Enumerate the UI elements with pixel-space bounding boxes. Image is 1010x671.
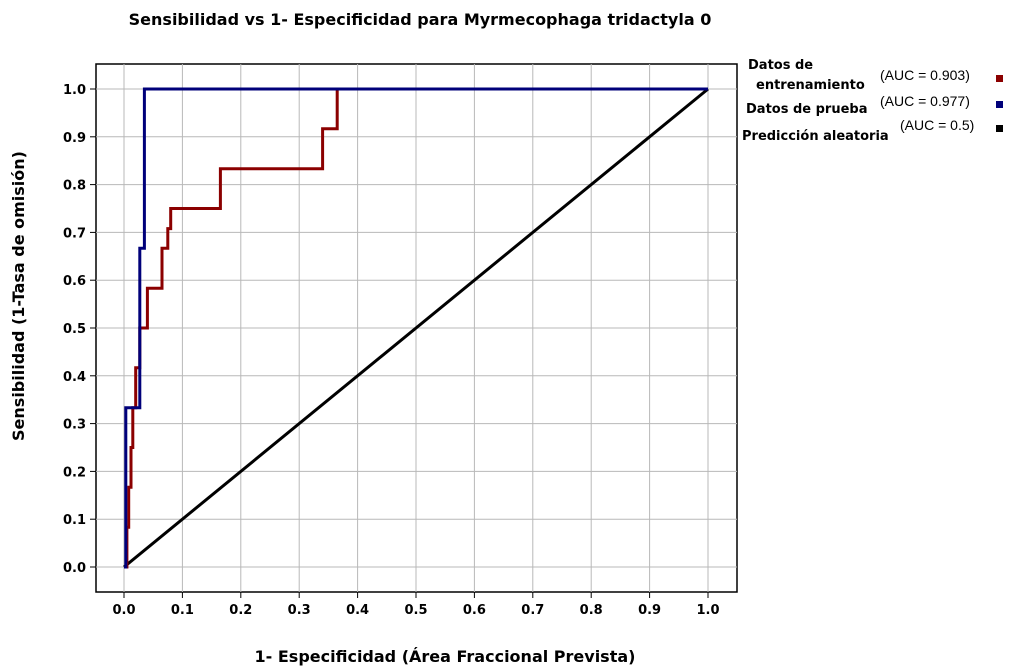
- x-tick-label: 0.8: [580, 603, 603, 618]
- legend-auc-value: (AUC = 0.977): [880, 93, 970, 109]
- x-tick-label: 0.5: [404, 603, 427, 618]
- x-tick-label: 0.2: [229, 603, 252, 618]
- training-curve: [124, 87, 708, 569]
- legend-auc-value: (AUC = 0.5): [900, 117, 974, 133]
- legend: Datos de entrenamiento (AUC = 0.903) Datos …: [742, 58, 1003, 144]
- legend-swatch: [996, 101, 1003, 108]
- legend-label: Datos de: [748, 58, 813, 73]
- y-tick-label: 0.5: [63, 322, 86, 337]
- legend-swatch: [996, 125, 1003, 132]
- y-tick-label: 0.3: [63, 418, 86, 433]
- legend-swatch: [996, 75, 1003, 82]
- x-tick-label: 0.7: [521, 603, 544, 618]
- x-tick-label: 0.1: [171, 603, 194, 618]
- chart-title: Sensibilidad vs 1- Especificidad para My…: [129, 10, 712, 29]
- y-tick-label: 0.8: [63, 179, 86, 194]
- y-tick-label: 0.0: [63, 561, 86, 576]
- x-tick-label: 0.0: [112, 603, 135, 618]
- grid-lines: [96, 64, 737, 592]
- series-lines: [123, 87, 709, 569]
- y-tick-label: 0.1: [63, 513, 86, 528]
- x-tick-label: 0.4: [346, 603, 369, 618]
- legend-auc-value: (AUC = 0.903): [880, 67, 970, 83]
- x-tick-label: 0.6: [463, 603, 486, 618]
- test-curve: [124, 87, 708, 569]
- x-tick-label: 0.3: [288, 603, 311, 618]
- x-axis-ticks: 0.0 0.1 0.2 0.3 0.4 0.5 0.6 0.7 0.8 0.9 1.0: [112, 592, 720, 618]
- y-tick-label: 0.9: [63, 131, 86, 146]
- x-tick-label: 0.9: [638, 603, 661, 618]
- y-tick-label: 0.6: [63, 274, 86, 289]
- y-axis-ticks: 0.0 0.1 0.2 0.3 0.4 0.5 0.6 0.7 0.8 0.9 1.0: [63, 83, 96, 576]
- legend-label: entrenamiento: [756, 78, 865, 93]
- y-tick-label: 1.0: [63, 83, 86, 98]
- random-prediction-line: [123, 87, 709, 569]
- x-axis-title: 1- Especificidad (Área Fraccional Previs…: [255, 647, 636, 666]
- x-tick-label: 1.0: [696, 603, 719, 618]
- y-axis-title: Sensibilidad (1-Tasa de omisión): [9, 151, 28, 441]
- legend-label: Datos de prueba: [746, 102, 868, 117]
- legend-label: Predicción aleatoria: [742, 129, 889, 144]
- y-tick-label: 0.7: [63, 226, 86, 241]
- y-tick-label: 0.2: [63, 465, 86, 480]
- y-tick-label: 0.4: [63, 370, 86, 385]
